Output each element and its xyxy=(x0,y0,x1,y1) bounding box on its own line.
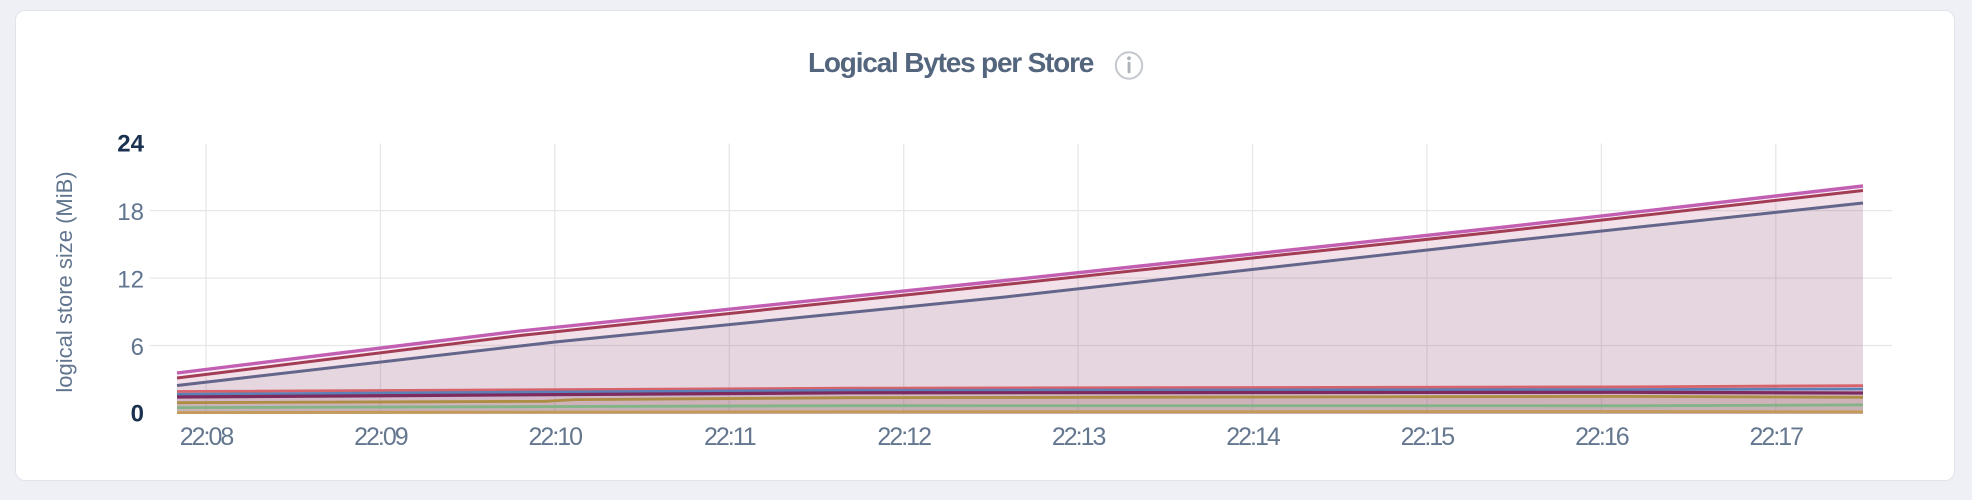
svg-text:0: 0 xyxy=(131,401,144,428)
svg-text:22:16: 22:16 xyxy=(1575,423,1629,451)
svg-text:22:15: 22:15 xyxy=(1401,423,1455,451)
svg-text:22:09: 22:09 xyxy=(354,423,408,451)
svg-text:22:12: 22:12 xyxy=(877,423,931,451)
svg-text:12: 12 xyxy=(117,266,144,293)
svg-text:22:08: 22:08 xyxy=(180,423,234,451)
svg-text:22:17: 22:17 xyxy=(1750,423,1804,451)
svg-text:6: 6 xyxy=(131,334,144,361)
svg-text:22:13: 22:13 xyxy=(1052,423,1106,451)
svg-text:18: 18 xyxy=(117,199,144,226)
svg-text:22:10: 22:10 xyxy=(529,423,583,451)
svg-text:24: 24 xyxy=(117,131,144,158)
svg-text:22:11: 22:11 xyxy=(704,423,756,451)
svg-text:22:14: 22:14 xyxy=(1226,423,1281,451)
